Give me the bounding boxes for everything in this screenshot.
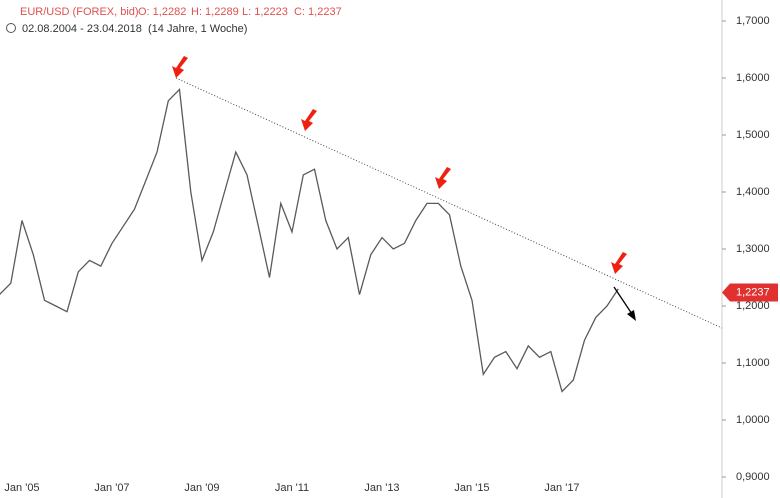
down-arrow — [613, 286, 633, 315]
x-tick-label: Jan '15 — [454, 482, 489, 494]
arrow — [435, 167, 451, 189]
duration: (14 Jahre, 1 Woche) — [148, 23, 247, 35]
price-line — [0, 87, 619, 393]
x-tick-label: Jan '13 — [364, 482, 399, 494]
y-tick-label: 0,9000 — [736, 471, 770, 483]
close: C: 1,2237 — [294, 6, 342, 18]
y-tick-label: 1,3000 — [736, 243, 770, 255]
high: H: 1,2289 — [191, 6, 239, 18]
y-tick-label: 1,2000 — [736, 300, 770, 312]
arrows — [172, 56, 627, 274]
clock-icon — [6, 23, 16, 33]
arrow — [611, 252, 627, 274]
date-range: 02.08.2004 - 23.04.2018 — [22, 23, 142, 35]
symbol: EUR/USD (FOREX, bid) — [20, 6, 139, 18]
last-price-badge — [722, 283, 778, 302]
y-tick-label: 1,6000 — [736, 72, 770, 84]
y-tick-label: 1,7000 — [736, 15, 770, 27]
trend-line — [175, 77, 723, 329]
x-tick-label: Jan '09 — [184, 482, 219, 494]
x-tick-label: Jan '11 — [275, 482, 309, 494]
x-tick-label: Jan '05 — [4, 482, 39, 494]
x-tick-label: Jan '07 — [94, 482, 129, 494]
down-arrow-head — [627, 310, 636, 321]
low: L: 1,2223 — [242, 6, 288, 18]
y-tick-label: 1,5000 — [736, 129, 770, 141]
last-price-label: 1,2237 — [736, 286, 770, 298]
arrow — [172, 56, 188, 78]
y-tick-label: 1,0000 — [736, 414, 770, 426]
y-tick-label: 1,1000 — [736, 357, 770, 369]
y-tick-label: 1,4000 — [736, 186, 770, 198]
arrow — [301, 109, 317, 131]
x-tick-label: Jan '17 — [544, 482, 579, 494]
open: O: 1,2282 — [138, 6, 186, 18]
